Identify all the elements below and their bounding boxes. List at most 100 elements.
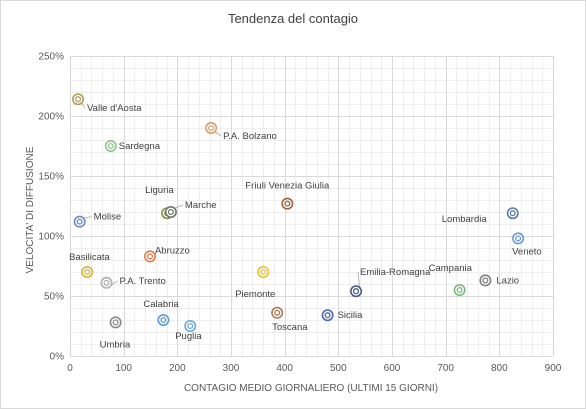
data-point-inner-ring [352, 288, 360, 295]
x-tick-label: 300 [223, 363, 240, 374]
data-point [321, 309, 334, 322]
data-point-outer-ring [184, 319, 197, 332]
leader-line [83, 216, 92, 219]
leader-line [214, 131, 222, 137]
point-label: Piemonte [235, 289, 275, 300]
point-label: Molise [94, 212, 121, 223]
data-point-inner-ring [509, 210, 516, 217]
point-label: Abruzzo [155, 245, 190, 256]
data-point-outer-ring [321, 309, 334, 322]
data-point-outer-ring [350, 285, 363, 298]
data-point-inner-ring [75, 96, 82, 103]
y-tick-label: 100% [38, 232, 64, 243]
x-tick-label: 200 [169, 363, 186, 374]
point-label: P.A. Trento [119, 276, 165, 287]
data-point-inner-ring [84, 268, 91, 276]
y-tick-label: 250% [38, 52, 64, 63]
data-point [205, 122, 218, 135]
data-point-outer-ring [143, 250, 156, 263]
data-point-outer-ring [109, 316, 122, 329]
data-point [73, 215, 86, 228]
data-point [479, 274, 492, 287]
data-point-outer-ring [72, 93, 85, 106]
point-label: Lombardia [442, 214, 488, 225]
data-point-inner-ring [107, 142, 114, 150]
data-point-outer-ring [100, 276, 113, 289]
data-point-outer-ring [506, 207, 519, 220]
data-points [72, 93, 525, 332]
data-point [72, 93, 85, 106]
leader-line [357, 272, 360, 288]
point-label: Umbria [100, 339, 131, 350]
data-point-inner-ring [112, 319, 119, 326]
chart-title: Tendenza del contagio [228, 11, 358, 26]
data-point [453, 283, 466, 296]
data-point-inner-ring [187, 322, 194, 330]
x-tick-label: 600 [384, 363, 401, 374]
data-point-inner-ring [456, 286, 463, 294]
data-point-outer-ring [257, 265, 270, 278]
data-point [184, 319, 197, 332]
data-point-inner-ring [160, 316, 167, 324]
data-point-inner-ring [260, 268, 267, 276]
data-point-inner-ring [324, 312, 331, 319]
data-point-inner-ring [146, 253, 154, 260]
y-tick-label: 0% [50, 352, 65, 363]
data-point-inner-ring [167, 208, 174, 216]
point-label: Veneto [512, 246, 542, 257]
data-point [81, 265, 94, 278]
point-label: Puglia [175, 331, 202, 342]
data-point [271, 306, 284, 319]
x-tick-label: 800 [491, 363, 508, 374]
point-label: Campania [429, 263, 473, 274]
y-tick-label: 150% [38, 172, 64, 183]
point-label: Emilia-Romagna [360, 267, 431, 278]
point-label: Liguria [145, 185, 174, 196]
data-point-outer-ring [479, 274, 492, 287]
data-point-inner-ring [284, 200, 291, 207]
data-point-inner-ring [515, 235, 522, 242]
leader-lines [81, 102, 360, 288]
data-point-outer-ring [73, 215, 86, 228]
data-point-inner-ring [76, 218, 83, 225]
x-tick-label: 0 [67, 363, 73, 374]
point-label: Lazio [496, 275, 519, 286]
data-point-outer-ring [81, 265, 94, 278]
point-label: Toscana [272, 322, 308, 333]
data-point [143, 250, 156, 263]
point-label: P.A. Bolzano [223, 131, 277, 142]
data-point-inner-ring [208, 124, 215, 132]
data-point-inner-ring [103, 279, 110, 286]
leader-line [81, 102, 86, 109]
x-tick-label: 400 [276, 363, 293, 374]
data-point-outer-ring [281, 197, 294, 210]
y-axis-label: VELOCITA' DI DIFFUSIONE [25, 146, 36, 273]
point-label: Calabria [143, 299, 179, 310]
data-point-outer-ring [453, 283, 466, 296]
data-point [157, 313, 170, 326]
data-point-outer-ring [164, 206, 177, 219]
x-tick-label: 100 [115, 363, 132, 374]
data-point [104, 140, 117, 153]
y-tick-label: 50% [44, 292, 64, 303]
leader-line [174, 204, 184, 209]
point-labels: Valle d'Aosta P.A. Bolzano Sardegna Friuli … [69, 103, 542, 350]
data-point [164, 206, 177, 219]
data-point [506, 207, 519, 220]
point-label: Basilicata [69, 252, 110, 263]
data-point-outer-ring [271, 306, 284, 319]
point-label: Marche [185, 200, 217, 211]
point-label: Sardegna [119, 141, 161, 152]
point-label: Sicilia [338, 310, 364, 321]
x-axis-label: CONTAGIO MEDIO GIORNALIERO (ULTIMI 15 GI… [184, 383, 438, 394]
data-point [512, 232, 525, 245]
data-point [257, 265, 270, 278]
data-point-outer-ring [157, 313, 170, 326]
data-point-outer-ring [512, 232, 525, 245]
data-point-inner-ring [482, 277, 489, 284]
data-point [109, 316, 122, 329]
point-label: Friuli Venezia Giulia [245, 181, 330, 192]
data-point [100, 276, 113, 289]
